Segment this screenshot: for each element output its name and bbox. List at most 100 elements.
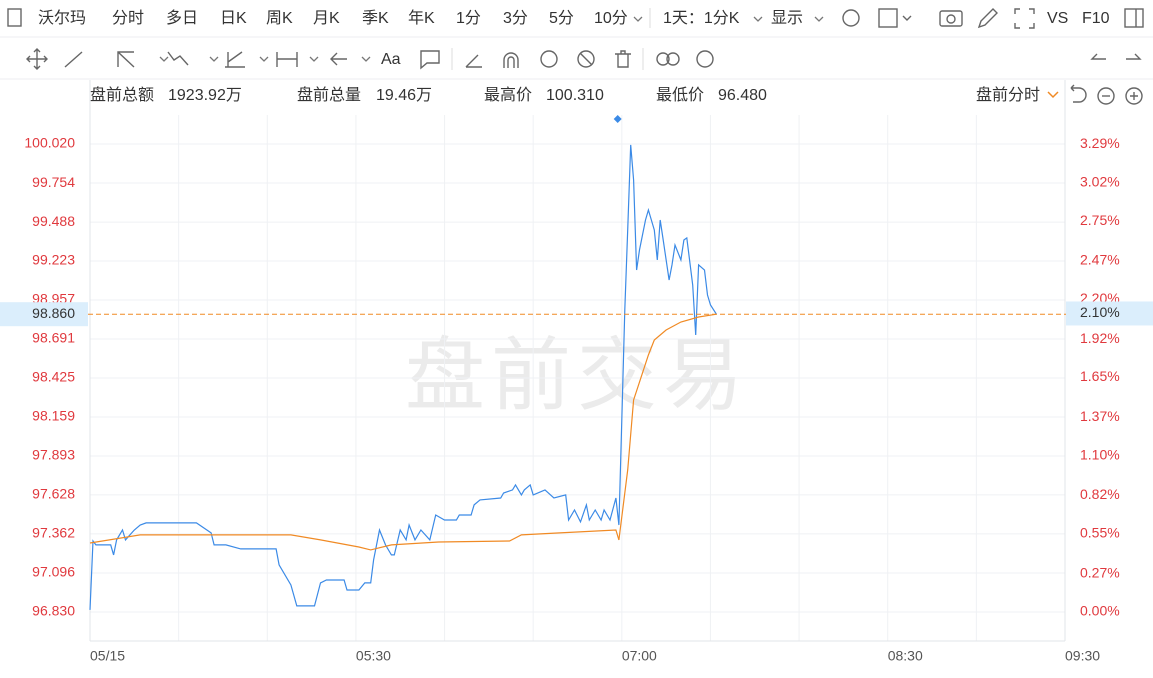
- period-tab[interactable]: 多日: [166, 9, 198, 27]
- arrow-tool[interactable]: [330, 52, 347, 66]
- high-marker: [613, 115, 622, 123]
- range-tool[interactable]: [276, 52, 298, 67]
- y-tick-label: 100.020: [24, 135, 75, 151]
- y2-tick-label: 2.47%: [1080, 252, 1120, 268]
- pencil-icon[interactable]: [977, 8, 998, 29]
- last-pct-label: 2.10%: [1080, 304, 1120, 320]
- price-line: [89, 144, 717, 610]
- camera-icon[interactable]: [939, 10, 963, 27]
- wave-tool[interactable]: [167, 51, 189, 66]
- y2-tick-label: 1.37%: [1080, 408, 1120, 424]
- period-tab[interactable]: 日K: [220, 10, 247, 27]
- settings-icon[interactable]: [842, 9, 860, 27]
- move-icon[interactable]: [26, 48, 48, 70]
- text-tool[interactable]: Aa: [381, 51, 401, 68]
- compare-icon[interactable]: [656, 52, 670, 66]
- hide-tool[interactable]: [577, 50, 595, 68]
- period-tab[interactable]: 分时: [112, 9, 144, 27]
- y-tick-label: 97.096: [32, 564, 75, 580]
- y-tick-label: 97.628: [32, 486, 75, 502]
- panel-icon[interactable]: [1124, 8, 1144, 28]
- period-tab[interactable]: 年K: [408, 9, 435, 27]
- vs-button[interactable]: VS: [1047, 10, 1068, 27]
- fullscreen-icon[interactable]: [1014, 8, 1035, 29]
- stat-label: 最低价: [656, 86, 704, 104]
- stat-value: 19.46万: [376, 87, 432, 104]
- undo-redo[interactable]: [1090, 53, 1142, 60]
- symbol-name[interactable]: 沃尔玛: [38, 9, 86, 27]
- y-tick-label: 98.159: [32, 408, 75, 424]
- stat-value: 1923.92万: [168, 87, 242, 104]
- note-tool[interactable]: [420, 50, 440, 70]
- channel-tool[interactable]: [117, 51, 135, 68]
- zoom-in[interactable]: [1125, 87, 1143, 105]
- symbol-icon[interactable]: [7, 8, 22, 27]
- period-tab[interactable]: 10分: [594, 9, 628, 27]
- angle-tool[interactable]: [465, 54, 482, 68]
- delete-tool[interactable]: [615, 50, 631, 68]
- display-menu[interactable]: 显示: [771, 10, 803, 27]
- reset-icon[interactable]: [1070, 84, 1087, 103]
- last-pct-box: [1066, 301, 1153, 326]
- chevron: [361, 56, 371, 62]
- f10-button[interactable]: F10: [1082, 10, 1110, 27]
- chevron: [159, 56, 169, 62]
- stat-label: 最高价: [484, 86, 532, 104]
- x-tick-label: 09:30: [1065, 648, 1100, 664]
- y2-tick-label: 0.55%: [1080, 525, 1120, 541]
- last-price-label: 98.860: [32, 305, 75, 321]
- x-tick-label: 08:30: [888, 648, 923, 664]
- y-tick-label: 97.893: [32, 447, 75, 463]
- period-tab[interactable]: 3分: [503, 9, 528, 27]
- period-tab[interactable]: 5分: [549, 9, 574, 27]
- camera-lens: [946, 14, 956, 24]
- toolbar-icons: [842, 8, 1144, 29]
- y2-tick-label: 1.92%: [1080, 330, 1120, 346]
- view-select[interactable]: 盘前分时: [976, 85, 1040, 104]
- compare-icon: [666, 52, 680, 66]
- y-tick-label: 96.830: [32, 603, 75, 619]
- stat-label: 盘前总额: [90, 85, 154, 104]
- period-tab[interactable]: 周K: [266, 10, 293, 27]
- chevron: [259, 56, 269, 62]
- magnet-tool[interactable]: [503, 52, 519, 68]
- y2-tick-label: 2.75%: [1080, 212, 1120, 228]
- chevron: [814, 16, 824, 22]
- fib-tool[interactable]: [225, 51, 245, 68]
- hide-slash: [579, 52, 593, 66]
- range-select[interactable]: 1天：1分K: [663, 9, 740, 27]
- y2-tick-label: 0.27%: [1080, 564, 1120, 580]
- y2-tick-label: 1.10%: [1080, 446, 1120, 462]
- y2-tick-label: 3.02%: [1080, 173, 1120, 189]
- period-tab[interactable]: 季K: [362, 9, 389, 27]
- y-tick-label: 98.691: [32, 330, 75, 346]
- y2-tick-label: 3.29%: [1080, 135, 1120, 151]
- line-tool[interactable]: [64, 51, 83, 68]
- stat-value: 100.310: [546, 87, 604, 104]
- view-chevron: [1047, 91, 1059, 99]
- checkbox-icon[interactable]: [878, 8, 898, 28]
- period-tab[interactable]: 1分: [456, 9, 481, 27]
- zoom-controls: [1047, 84, 1143, 105]
- zoom-out[interactable]: [1097, 87, 1115, 105]
- chevron: [633, 16, 643, 22]
- y2-tick-label: 1.65%: [1080, 368, 1120, 384]
- chart: 盘前交易100.02099.75499.48899.22398.95798.69…: [0, 80, 1153, 664]
- x-tick-label: 05:30: [356, 648, 391, 664]
- y-tick-label: 99.754: [32, 174, 75, 190]
- watermark: 盘前交易: [405, 331, 749, 420]
- tool-settings[interactable]: [696, 50, 714, 68]
- chevron: [753, 16, 763, 22]
- y-tick-label: 99.488: [32, 213, 75, 229]
- sync-tool[interactable]: [540, 50, 558, 68]
- period-tab[interactable]: 月K: [313, 10, 340, 27]
- drawing-tools: Aa: [26, 48, 1142, 70]
- stat-label: 盘前总量: [297, 85, 361, 104]
- chevron: [209, 56, 219, 62]
- chevron: [309, 56, 319, 62]
- y-tick-label: 97.362: [32, 525, 75, 541]
- y-tick-label: 99.223: [32, 252, 75, 268]
- stat-value: 96.480: [718, 87, 767, 104]
